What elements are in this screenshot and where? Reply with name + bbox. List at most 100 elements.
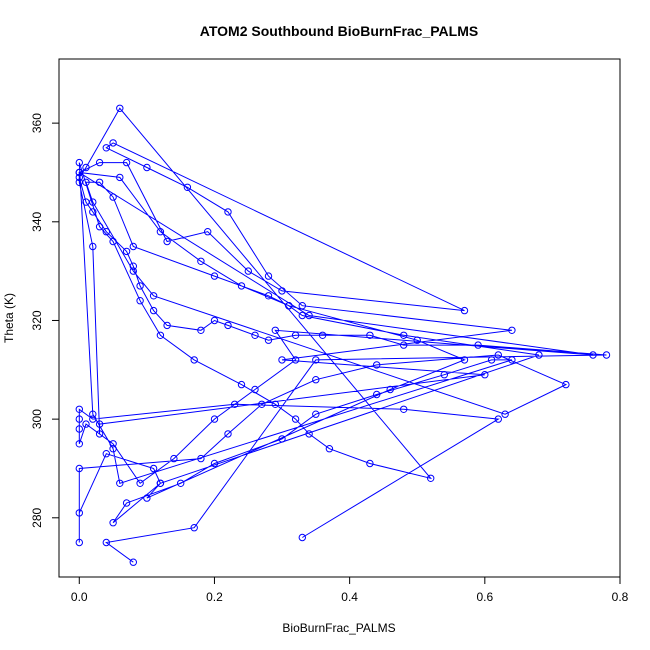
data-point <box>487 356 496 364</box>
data-point <box>481 371 489 379</box>
data-point <box>312 410 320 418</box>
y-tick-label: 300 <box>30 409 44 429</box>
data-point <box>264 272 273 280</box>
data-point <box>318 331 327 339</box>
data-point <box>156 228 165 236</box>
data-point <box>102 228 111 236</box>
data-point <box>89 410 97 418</box>
data-point <box>210 316 219 325</box>
y-axis: 280 300 320 340 360 <box>30 113 60 528</box>
data-point <box>264 292 273 300</box>
data-point <box>89 415 97 423</box>
data-point <box>170 454 178 463</box>
data-point <box>197 454 205 463</box>
data-point <box>210 415 219 423</box>
data-point <box>271 400 279 408</box>
data-point <box>75 538 84 547</box>
data-point <box>82 420 90 428</box>
data-point <box>291 356 300 364</box>
x-axis: 0.0 0.2 0.4 0.6 0.8 <box>71 576 629 604</box>
data-point <box>366 459 374 468</box>
data-point <box>190 356 198 364</box>
data-point <box>75 415 84 423</box>
data-point <box>109 519 117 527</box>
data-point <box>291 415 300 423</box>
data-point <box>109 139 117 147</box>
data-point <box>460 356 469 364</box>
data-point <box>116 479 124 487</box>
data-point <box>325 445 334 453</box>
data-point <box>210 272 219 280</box>
data-point <box>75 464 84 473</box>
y-tick-label: 340 <box>30 211 44 231</box>
data-point <box>163 237 171 246</box>
data-point <box>264 336 273 344</box>
data-point <box>278 435 286 443</box>
data-point <box>143 163 151 172</box>
data-point <box>149 292 158 300</box>
chart-title: ATOM2 Southbound BioBurnFrac_PALMS <box>200 23 478 39</box>
data-point <box>224 208 232 216</box>
data-point <box>237 380 246 389</box>
data-point <box>373 390 381 399</box>
data-point <box>129 558 138 566</box>
data-point <box>460 306 469 315</box>
data-point <box>116 173 124 182</box>
series-layer <box>75 104 611 566</box>
data-point <box>183 183 192 192</box>
data-point <box>413 336 421 344</box>
y-tick-label: 360 <box>30 113 44 133</box>
data-point <box>400 405 408 413</box>
data-point <box>278 356 286 364</box>
data-point <box>285 302 293 310</box>
data-point <box>224 430 232 438</box>
data-point <box>278 287 286 295</box>
data-point <box>82 178 90 187</box>
data-point <box>312 356 320 364</box>
data-point <box>75 509 84 517</box>
data-point <box>589 351 597 359</box>
data-point <box>143 494 151 502</box>
data-point <box>298 311 306 320</box>
data-point <box>163 321 171 330</box>
data-point <box>75 405 84 413</box>
data-point <box>95 420 104 428</box>
data-point <box>95 430 104 438</box>
x-tick-label: 0.4 <box>341 590 358 604</box>
y-axis-label: Theta (K) <box>2 293 16 343</box>
x-tick-label: 0.0 <box>71 590 88 604</box>
data-point <box>122 247 131 256</box>
data-point <box>440 371 448 379</box>
data-point <box>129 262 138 270</box>
data-point <box>129 242 138 251</box>
data-point <box>474 341 482 349</box>
data-point <box>102 538 111 547</box>
data-point <box>305 430 313 438</box>
data-point <box>89 208 97 216</box>
data-point <box>386 385 394 394</box>
data-point <box>291 331 300 339</box>
data-point <box>400 331 408 339</box>
data-point <box>75 425 84 433</box>
data-point <box>210 459 219 468</box>
data-point <box>224 321 232 330</box>
data-point <box>82 198 90 206</box>
y-tick-label: 320 <box>30 310 44 330</box>
data-point <box>75 440 84 448</box>
data-point <box>244 267 253 275</box>
data-point <box>89 242 97 251</box>
data-point <box>298 533 306 542</box>
data-point <box>494 351 502 359</box>
data-point <box>258 400 266 408</box>
data-point <box>177 479 185 487</box>
data-point <box>204 228 212 236</box>
data-point <box>129 267 138 275</box>
data-point <box>190 524 198 532</box>
x-axis-label: BioBurnFrac_PALMS <box>282 621 395 635</box>
data-point <box>136 297 144 305</box>
data-point <box>427 474 435 482</box>
data-point <box>251 385 259 394</box>
data-point <box>501 410 509 418</box>
data-point <box>75 173 84 182</box>
